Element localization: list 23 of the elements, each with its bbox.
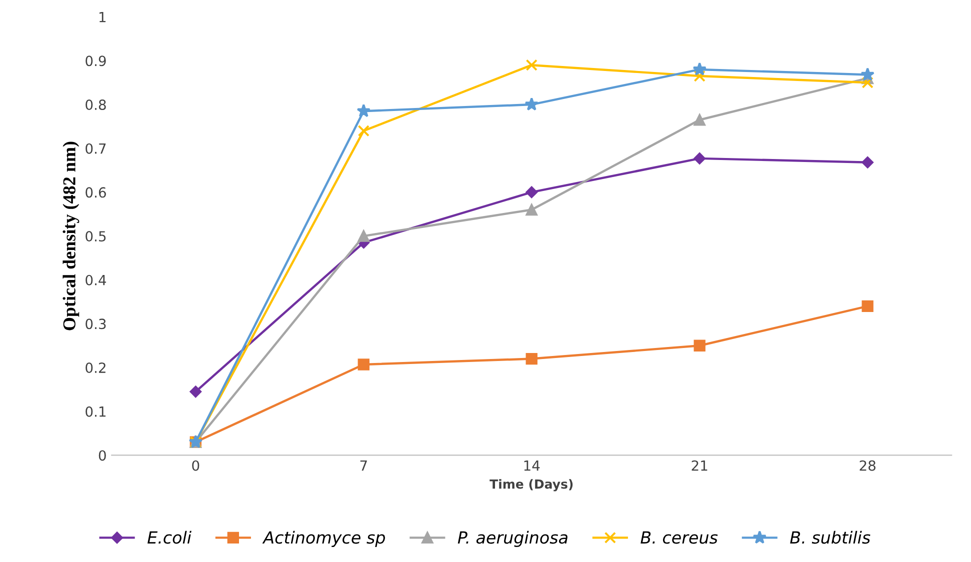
- y-tick-label: 0.3: [86, 318, 106, 330]
- y-tick-label: 0.2: [86, 362, 106, 374]
- y-tick-label: 1: [99, 12, 106, 22]
- y-tick-label: 0.9: [86, 56, 106, 66]
- y-tick-label: 0.1: [86, 406, 106, 417]
- y-tick-label: 0.5: [86, 231, 106, 242]
- y-tick-label: 0.8: [86, 100, 106, 110]
- legend-label: Actinomyce sp: [262, 530, 385, 547]
- y-tick-label: 0.7: [86, 143, 106, 154]
- legend-label: B. subtilis: [790, 530, 870, 544]
- y-tick-label: 0.6: [86, 187, 106, 198]
- y-tick-label: 0: [98, 450, 106, 461]
- x-tick-label: 7: [360, 460, 367, 471]
- y-tick-label: 0.4: [86, 274, 106, 286]
- x-tick-label: 21: [692, 460, 708, 471]
- legend-label: E.coli: [148, 530, 192, 544]
- y-axis-title: Optical density (482 nm): [62, 142, 80, 330]
- legend-label: B. cereus: [640, 531, 718, 544]
- legend-label: P. aeruginosa: [458, 530, 568, 547]
- x-tick-label: 28: [860, 460, 876, 471]
- x-axis-title: Time (Days): [490, 479, 573, 492]
- x-tick-label: 0: [192, 460, 200, 471]
- x-tick-label: 14: [524, 460, 540, 471]
